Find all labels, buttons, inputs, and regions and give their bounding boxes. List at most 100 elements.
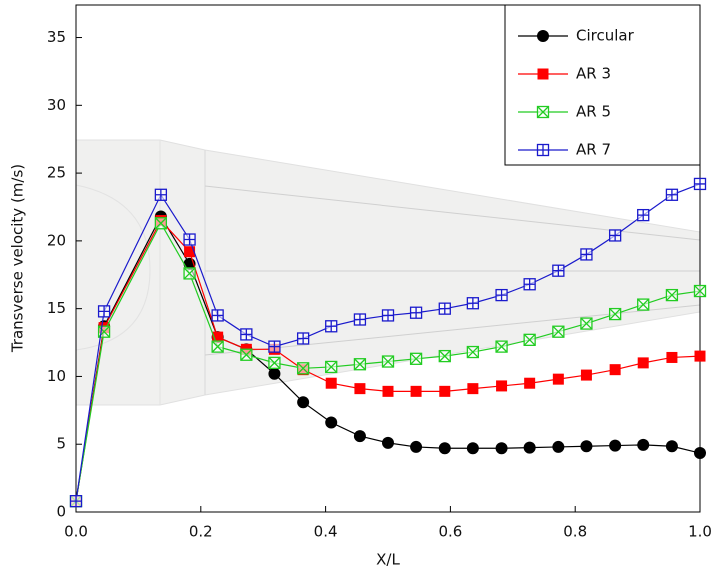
marker-shape — [70, 495, 82, 507]
marker — [438, 349, 451, 363]
marker — [296, 362, 310, 375]
marker-shape — [184, 246, 196, 258]
marker-shape — [211, 340, 224, 353]
marker — [325, 320, 338, 333]
marker-shape — [353, 358, 366, 371]
marker-shape — [609, 308, 622, 321]
marker-shape — [496, 289, 508, 301]
x-tick-label: 0.0 — [64, 523, 88, 541]
marker-shape — [297, 362, 310, 375]
marker-shape — [353, 430, 366, 443]
marker — [381, 355, 395, 368]
marker-shape — [410, 440, 423, 453]
marker-shape — [325, 320, 337, 332]
marker-shape — [438, 350, 451, 363]
marker-shape — [637, 298, 650, 311]
marker-shape — [666, 189, 678, 201]
y-tick-label: 0 — [56, 503, 66, 521]
marker-shape — [495, 340, 508, 353]
marker-shape — [552, 265, 564, 277]
series-line — [75, 219, 701, 502]
marker — [693, 284, 707, 298]
marker — [183, 267, 196, 280]
y-tick-label: 30 — [47, 96, 66, 114]
marker — [495, 288, 508, 302]
marker — [382, 436, 394, 449]
y-tick-label: 25 — [47, 164, 66, 182]
x-tick-label: 0.4 — [314, 523, 338, 541]
marker — [296, 332, 310, 345]
marker — [154, 217, 168, 230]
marker — [580, 248, 593, 261]
marker — [637, 208, 650, 222]
marker — [211, 340, 224, 353]
marker — [552, 373, 564, 385]
marker-shape — [410, 385, 422, 397]
marker — [552, 325, 565, 338]
marker-shape — [467, 297, 479, 309]
marker-shape — [268, 356, 281, 369]
plot-frame — [75, 4, 701, 513]
marker-shape — [496, 380, 508, 392]
x-tick-label: 1.0 — [688, 523, 712, 541]
marker — [409, 306, 423, 319]
marker — [694, 350, 706, 362]
x-tick-label: 0.2 — [189, 523, 213, 541]
marker — [580, 369, 592, 381]
legend — [504, 4, 701, 166]
marker-shape — [694, 285, 706, 297]
marker-shape — [154, 217, 167, 230]
marker — [495, 340, 508, 353]
marker-shape — [694, 178, 706, 190]
marker — [537, 68, 549, 80]
marker — [268, 356, 281, 370]
marker — [410, 385, 422, 397]
marker — [353, 430, 366, 443]
marker-shape — [580, 248, 592, 260]
marker — [466, 345, 480, 359]
marker — [608, 229, 622, 242]
marker-shape — [609, 229, 621, 241]
marker — [608, 307, 622, 321]
marker — [637, 357, 649, 369]
marker-shape — [382, 436, 394, 449]
marker-shape — [637, 209, 649, 221]
marker-shape — [439, 303, 451, 315]
marker-shape — [523, 333, 536, 346]
marker — [637, 438, 650, 451]
marker — [537, 30, 549, 42]
x-tick-label: 0.8 — [563, 523, 587, 541]
marker — [97, 305, 111, 318]
y-tick-label: 35 — [47, 28, 66, 46]
marker-shape — [580, 369, 592, 381]
marker — [666, 351, 678, 363]
marker-shape — [466, 346, 479, 358]
marker-shape — [212, 309, 224, 321]
marker — [523, 278, 536, 291]
marker — [212, 331, 224, 343]
marker — [466, 442, 479, 455]
series-line — [75, 183, 701, 502]
marker-shape — [297, 396, 310, 409]
marker — [665, 188, 679, 201]
marker-shape — [382, 385, 394, 397]
marker-shape — [637, 438, 650, 451]
marker-shape — [537, 106, 549, 118]
marker-shape — [609, 364, 621, 376]
marker — [552, 440, 565, 453]
x-axis-label: X/L — [376, 551, 400, 569]
marker — [438, 442, 451, 455]
marker — [154, 188, 168, 201]
marker — [536, 105, 550, 119]
legend-label: AR 3 — [576, 65, 611, 83]
marker-shape — [410, 307, 422, 319]
marker-shape — [609, 439, 622, 452]
marker — [609, 439, 622, 452]
marker — [325, 377, 337, 389]
marker-shape — [240, 348, 253, 361]
marker-shape — [382, 309, 394, 321]
marker — [665, 288, 679, 302]
series-line — [75, 222, 701, 502]
marker-shape — [410, 352, 423, 365]
marker — [268, 367, 281, 380]
